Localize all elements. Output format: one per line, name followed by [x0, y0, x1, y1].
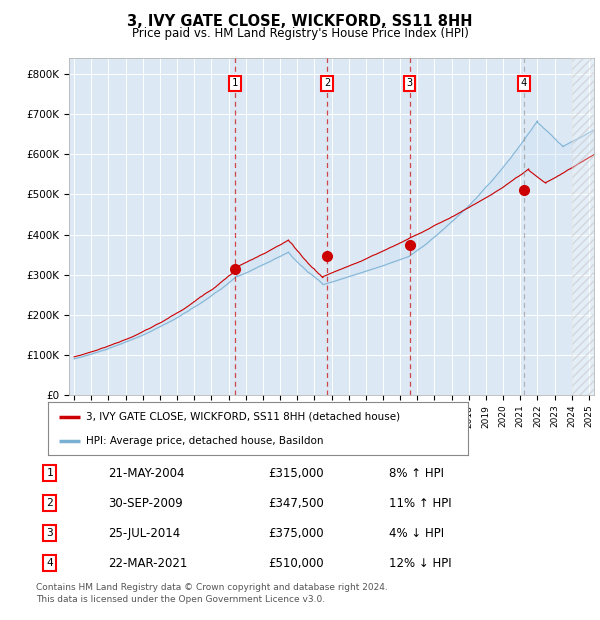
- Text: £375,000: £375,000: [268, 526, 323, 539]
- Text: 30-SEP-2009: 30-SEP-2009: [108, 497, 182, 510]
- Text: £510,000: £510,000: [268, 557, 323, 570]
- Text: Price paid vs. HM Land Registry's House Price Index (HPI): Price paid vs. HM Land Registry's House …: [131, 27, 469, 40]
- Text: 3, IVY GATE CLOSE, WICKFORD, SS11 8HH: 3, IVY GATE CLOSE, WICKFORD, SS11 8HH: [127, 14, 473, 29]
- Text: 11% ↑ HPI: 11% ↑ HPI: [389, 497, 452, 510]
- Text: 4% ↓ HPI: 4% ↓ HPI: [389, 526, 445, 539]
- Text: 12% ↓ HPI: 12% ↓ HPI: [389, 557, 452, 570]
- Text: 8% ↑ HPI: 8% ↑ HPI: [389, 467, 444, 480]
- Text: 22-MAR-2021: 22-MAR-2021: [108, 557, 187, 570]
- Text: 3: 3: [46, 528, 53, 538]
- Text: 2: 2: [46, 498, 53, 508]
- Text: Contains HM Land Registry data © Crown copyright and database right 2024.
This d: Contains HM Land Registry data © Crown c…: [36, 583, 388, 604]
- Bar: [572, 58, 594, 395]
- Text: £347,500: £347,500: [268, 497, 323, 510]
- Text: 1: 1: [232, 78, 238, 88]
- Text: 4: 4: [46, 558, 53, 568]
- Text: 3: 3: [407, 78, 413, 88]
- Text: 25-JUL-2014: 25-JUL-2014: [108, 526, 180, 539]
- Text: 3, IVY GATE CLOSE, WICKFORD, SS11 8HH (detached house): 3, IVY GATE CLOSE, WICKFORD, SS11 8HH (d…: [86, 412, 400, 422]
- Text: HPI: Average price, detached house, Basildon: HPI: Average price, detached house, Basi…: [86, 436, 323, 446]
- Text: 1: 1: [46, 468, 53, 478]
- Text: 4: 4: [521, 78, 527, 88]
- Text: £315,000: £315,000: [268, 467, 323, 480]
- Text: 2: 2: [324, 78, 331, 88]
- Text: 21-MAY-2004: 21-MAY-2004: [108, 467, 184, 480]
